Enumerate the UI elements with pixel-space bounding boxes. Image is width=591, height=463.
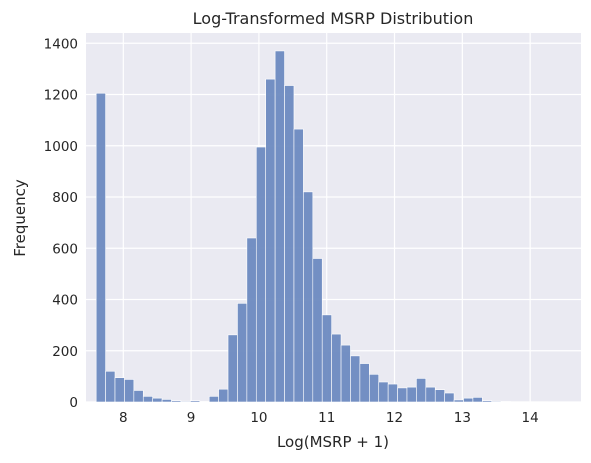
y-tick-label: 400: [52, 293, 78, 309]
chart-title: Log-Transformed MSRP Distribution: [193, 9, 474, 28]
y-axis-label: Frequency: [11, 179, 29, 257]
histogram-bar: [218, 388, 229, 403]
histogram-bar: [255, 146, 267, 403]
y-tick-label: 0: [69, 395, 78, 411]
y-tick-label: 1200: [44, 88, 78, 104]
histogram-bar: [491, 400, 502, 403]
histogram-bar: [482, 400, 493, 403]
histogram-bars: [95, 50, 549, 403]
histogram-bar: [529, 401, 540, 403]
histogram-bar: [237, 303, 248, 403]
histogram-bar: [453, 399, 464, 403]
histogram-bar: [387, 383, 398, 403]
histogram-bar: [312, 258, 323, 403]
x-tick-label: 12: [386, 410, 403, 426]
x-tick-label: 8: [119, 410, 128, 426]
x-tick-label: 9: [187, 410, 196, 426]
histogram-bar: [161, 399, 172, 403]
histogram-bar: [425, 386, 436, 403]
x-tick-label: 10: [250, 410, 267, 426]
histogram-bar: [331, 333, 342, 403]
histogram-bar: [208, 396, 219, 403]
histogram-bar: [321, 314, 332, 403]
histogram-bar: [500, 401, 511, 403]
histogram-bar: [472, 397, 483, 403]
x-tick-label: 14: [522, 410, 539, 426]
histogram-bar: [463, 397, 474, 403]
histogram-bar: [124, 379, 135, 403]
y-tick-label: 800: [52, 190, 78, 206]
histogram-bar: [444, 392, 455, 403]
x-tick-label: 11: [318, 410, 335, 426]
histogram-bar: [152, 397, 163, 403]
x-tick-labels: 8 9 10 11 12 13 14: [119, 410, 539, 426]
histogram-bar: [105, 370, 116, 403]
histogram-bar: [350, 355, 361, 403]
histogram-bar: [284, 85, 295, 403]
histogram-bar: [538, 401, 549, 403]
histogram-bar: [519, 401, 530, 403]
histogram-bar: [95, 92, 106, 403]
histogram-bar: [406, 386, 417, 403]
histogram-bar: [510, 401, 521, 403]
histogram-bar: [397, 387, 408, 403]
histogram-bar: [114, 377, 125, 403]
y-tick-label: 600: [52, 241, 78, 257]
histogram-bar: [180, 400, 191, 403]
x-axis-label: Log(MSRP + 1): [277, 433, 389, 451]
y-tick-labels: 0 200 400 600 800 1000 1200 1400: [44, 36, 78, 411]
y-tick-label: 1400: [44, 36, 78, 52]
x-tick-label: 13: [454, 410, 471, 426]
histogram-bar: [246, 237, 257, 403]
histogram-bar: [369, 374, 380, 403]
histogram-bar: [199, 401, 210, 403]
histogram-bar: [293, 128, 304, 403]
histogram-bar: [340, 344, 351, 403]
histogram-bar: [359, 363, 370, 403]
histogram-bar: [171, 400, 182, 403]
histogram-bar: [303, 191, 314, 403]
histogram-bar: [142, 396, 153, 403]
histogram-bar: [265, 78, 276, 403]
y-tick-label: 200: [52, 344, 78, 360]
histogram-bar: [434, 389, 445, 403]
histogram-bar: [133, 390, 144, 403]
histogram-bar: [416, 378, 427, 403]
histogram-bar: [274, 50, 285, 403]
y-tick-label: 1000: [44, 139, 78, 155]
histogram-bar: [378, 381, 389, 403]
histogram-bar: [190, 400, 201, 403]
histogram-bar: [227, 334, 238, 403]
